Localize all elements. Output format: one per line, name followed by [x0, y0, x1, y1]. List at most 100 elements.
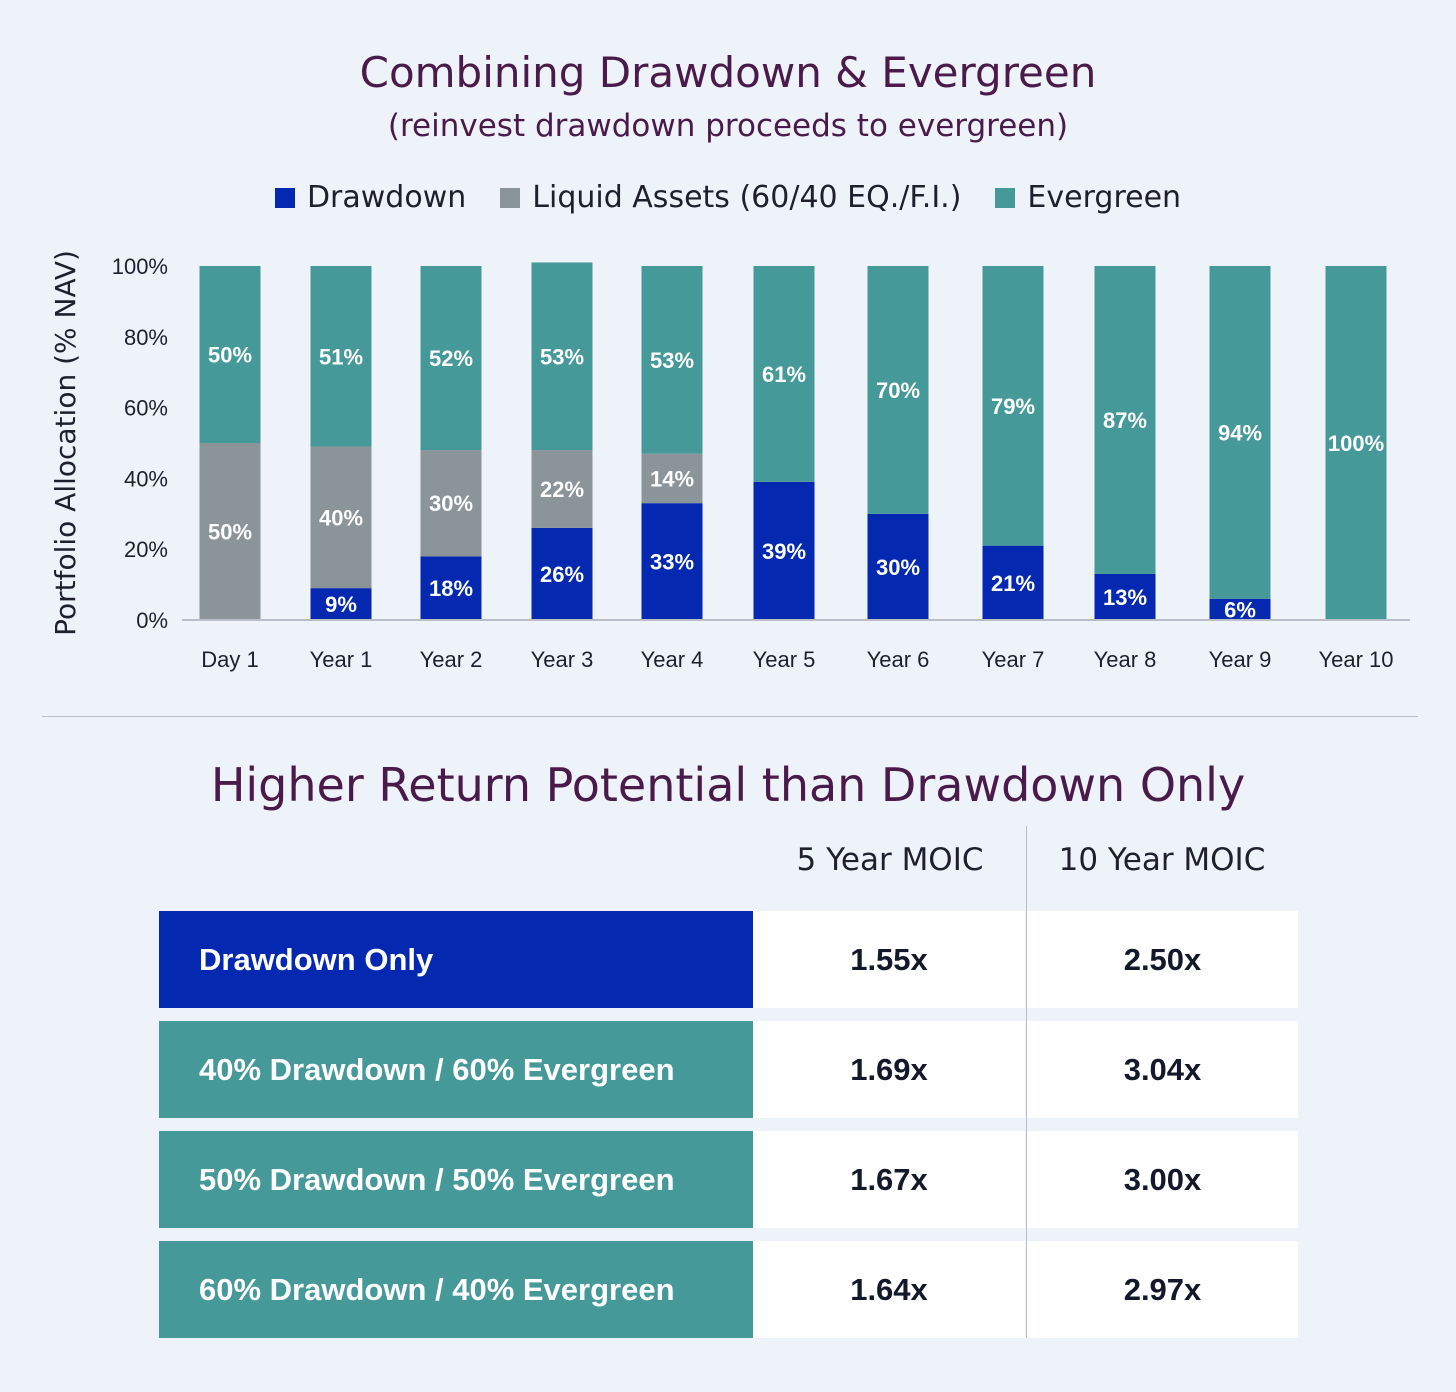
x-tick-label: Year 5: [753, 647, 816, 672]
table-row-50-50: 50% Drawdown / 50% Evergreen 1.67x 3.00x: [159, 1131, 1298, 1228]
bar-drawdown: [982, 545, 1044, 620]
bar-evergreen: [982, 266, 1044, 546]
bar-data-label: 87%: [1103, 408, 1147, 433]
bar-data-label: 79%: [991, 394, 1035, 419]
row-label: 40% Drawdown / 60% Evergreen: [159, 1021, 753, 1118]
cell-5-year-moic: 1.67x: [753, 1131, 1025, 1228]
stacked-bar-chart: Portfolio Allocation (% NAV) 0% 20% 40% 60% 8…: [49, 250, 1410, 672]
bar-data-label: 18%: [429, 576, 473, 601]
bar-evergreen: [1094, 266, 1156, 574]
bar-drawdown: [867, 513, 929, 620]
bar-data-label: 30%: [876, 555, 920, 580]
bar-evergreen: [420, 266, 482, 451]
cell-10-year-moic: 3.04x: [1027, 1021, 1298, 1118]
legend-label-liquid-assets: Liquid Assets (60/40 EQ./F.I.): [532, 180, 962, 215]
x-tick-label: Year 8: [1094, 647, 1157, 672]
bar-liquid-assets-60-40-eq-f-i: [199, 443, 261, 620]
cell-5-year-moic: 1.64x: [753, 1241, 1025, 1338]
bar-data-label: 50%: [208, 343, 252, 368]
cell-10-year-moic: 2.97x: [1027, 1241, 1298, 1338]
x-tick-label: Year 4: [641, 647, 704, 672]
bar-drawdown: [531, 527, 593, 620]
bar-data-label: 13%: [1103, 585, 1147, 610]
bar-evergreen: [1325, 266, 1387, 620]
row-label: 60% Drawdown / 40% Evergreen: [159, 1241, 753, 1338]
row-label: 50% Drawdown / 50% Evergreen: [159, 1131, 753, 1228]
bar-liquid-assets-60-40-eq-f-i: [531, 450, 593, 528]
table-title: Higher Return Potential than Drawdown On…: [210, 758, 1246, 812]
chart-title: Combining Drawdown & Evergreen: [359, 48, 1097, 97]
cell-5-year-moic: 1.69x: [753, 1021, 1025, 1118]
section-divider: [42, 716, 1418, 717]
bar-drawdown: [310, 588, 372, 620]
bar-data-label: 53%: [650, 348, 694, 373]
x-tick-label: Year 10: [1318, 647, 1393, 672]
bar-drawdown: [1094, 573, 1156, 620]
y-tick-label: 0%: [136, 608, 168, 633]
legend-item-evergreen: Evergreen: [995, 180, 1181, 215]
bar-evergreen: [753, 266, 815, 482]
bar-data-label: 100%: [1328, 431, 1384, 456]
bar-data-label: 39%: [762, 539, 806, 564]
bar-evergreen: [199, 266, 261, 443]
legend-label-evergreen: Evergreen: [1027, 180, 1182, 215]
x-tick-label: Day 1: [201, 647, 258, 672]
bar-data-label: 94%: [1218, 420, 1262, 445]
bar-evergreen: [1209, 266, 1271, 599]
bar-data-label: 40%: [319, 505, 363, 530]
row-label: Drawdown Only: [159, 911, 753, 1008]
table-row-drawdown-only: Drawdown Only 1.55x 2.50x: [159, 911, 1298, 1008]
x-tick-label: Year 2: [420, 647, 483, 672]
bar-liquid-assets-60-40-eq-f-i: [641, 453, 703, 504]
bar-data-label: 22%: [540, 477, 584, 502]
bar-liquid-assets-60-40-eq-f-i: [310, 446, 372, 589]
legend-item-drawdown: Drawdown: [274, 180, 467, 215]
bar-evergreen: [867, 266, 929, 514]
y-tick-label: 20%: [124, 537, 168, 562]
bar-drawdown: [641, 503, 703, 620]
y-tick-label: 60%: [124, 396, 168, 421]
table-row-60-40: 60% Drawdown / 40% Evergreen 1.64x 2.97x: [159, 1241, 1298, 1338]
bar-evergreen: [531, 262, 593, 451]
bar-evergreen: [310, 266, 372, 447]
bar-data-label: 21%: [991, 571, 1035, 596]
legend-item-liquid-assets: Liquid Assets (60/40 EQ./F.I.): [500, 180, 961, 215]
bar-drawdown: [420, 556, 482, 620]
x-tick-label: Year 3: [531, 647, 594, 672]
bar-evergreen: [641, 266, 703, 454]
cell-5-year-moic: 1.55x: [753, 911, 1025, 1008]
column-header-10-year-moic: 10 Year MOIC: [1058, 842, 1266, 878]
chart-subtitle: (reinvest drawdown proceeds to evergreen…: [387, 108, 1069, 144]
bar-data-label: 51%: [319, 344, 363, 369]
y-tick-label: 40%: [124, 466, 168, 491]
legend-swatch-drawdown: [274, 187, 295, 208]
bar-data-label: 52%: [429, 346, 473, 371]
bar-data-label: 70%: [876, 378, 920, 403]
bar-drawdown: [753, 481, 815, 620]
cell-10-year-moic: 2.50x: [1027, 911, 1298, 1008]
bar-data-label: 26%: [540, 562, 584, 587]
bar-data-label: 50%: [208, 520, 252, 545]
bar-liquid-assets-60-40-eq-f-i: [420, 450, 482, 557]
x-tick-label: Year 6: [867, 647, 930, 672]
bar-data-label: 30%: [429, 491, 473, 516]
legend-label-drawdown: Drawdown: [306, 180, 467, 215]
legend-swatch-liquid-assets: [500, 187, 521, 208]
table-row-40-60: 40% Drawdown / 60% Evergreen 1.69x 3.04x: [159, 1021, 1298, 1118]
bar-data-label: 53%: [540, 344, 584, 369]
y-tick-label: 100%: [112, 254, 168, 279]
column-divider: [1026, 826, 1027, 1338]
bar-data-label: 14%: [650, 466, 694, 491]
bar-data-label: 6%: [1224, 597, 1256, 622]
y-axis-label: Portfolio Allocation (% NAV): [49, 250, 82, 636]
bar-drawdown: [1209, 598, 1271, 620]
column-header-5-year-moic: 5 Year MOIC: [796, 842, 984, 878]
x-tick-label: Year 9: [1209, 647, 1272, 672]
x-tick-label: Year 7: [982, 647, 1045, 672]
bar-data-label: 33%: [650, 550, 694, 575]
bar-data-label: 9%: [325, 592, 357, 617]
chart-legend: Drawdown Liquid Assets (60/40 EQ./F.I.) …: [0, 180, 1456, 215]
cell-10-year-moic: 3.00x: [1027, 1131, 1298, 1228]
y-tick-label: 80%: [124, 325, 168, 350]
x-tick-label: Year 1: [310, 647, 373, 672]
